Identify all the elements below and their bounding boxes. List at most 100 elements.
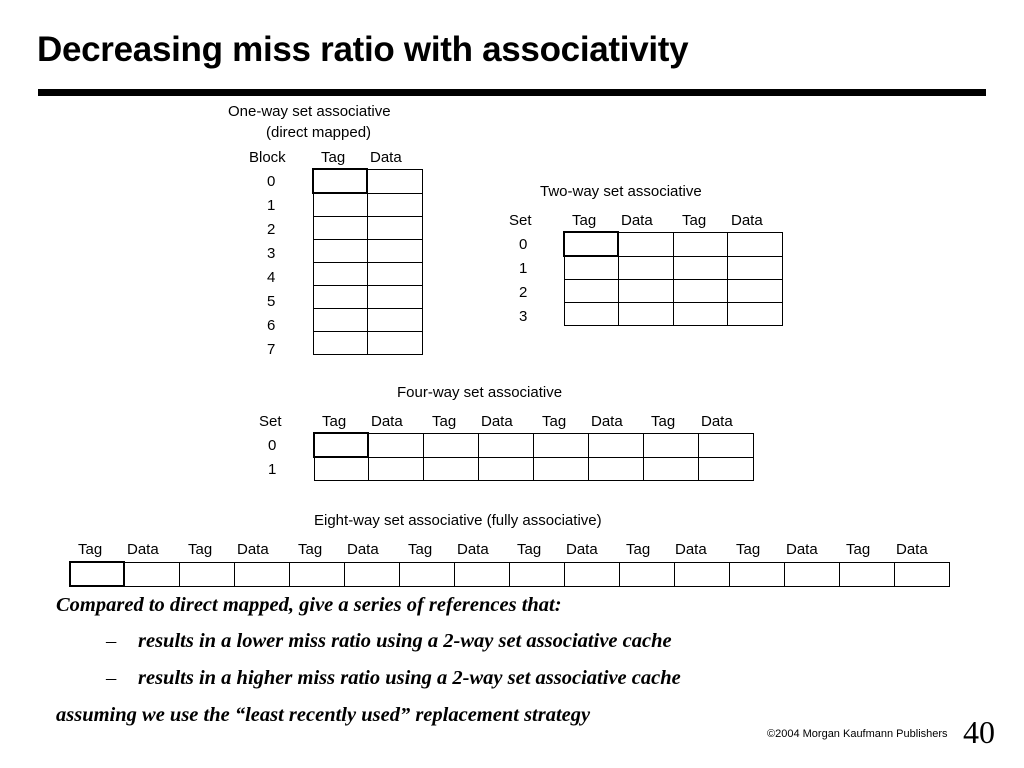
eight-way-header-data: Data [566,541,598,558]
data-cell [366,239,423,263]
tag-cell [533,456,589,481]
tag-cell [673,302,728,326]
eight-way-header-data: Data [237,541,269,558]
tag-cell [563,302,619,326]
eight-way-header-data: Data [127,541,159,558]
one-way-row-label: 7 [267,341,276,358]
data-cell [366,262,423,286]
four-way-header-data: Data [701,413,733,430]
tag-cell [563,255,619,280]
tag-cell [289,561,345,587]
data-cell [698,456,754,481]
one-way-row-label: 2 [267,221,276,238]
tag-cell [673,279,728,303]
tag-cell [619,561,675,587]
two-way-row-label: 1 [519,260,528,277]
tag-cell [313,432,369,458]
one-way-row-label: 1 [267,197,276,214]
tag-cell [312,168,368,194]
eight-way-header-data: Data [896,541,928,558]
page-number: 40 [963,714,995,750]
four-way-header-data: Data [371,413,403,430]
four-way-header-tag: Tag [542,413,567,430]
data-cell [366,285,423,309]
one-way-row-label: 3 [267,245,276,262]
four-way-header-tag: Tag [432,413,457,430]
tag-cell [673,231,728,257]
one-way-header-data: Data [370,149,402,166]
data-cell [617,302,674,326]
data-cell [784,561,840,587]
four-way-header-data: Data [481,413,513,430]
data-cell [123,561,180,587]
four-way-header-set: Set [259,413,282,430]
eight-way-header-tag: Tag [846,541,871,558]
data-cell [454,561,510,587]
tag-cell [729,561,785,587]
assumption-line: assuming we use the “least recently used… [56,704,591,726]
tag-cell [312,308,368,332]
eight-way-header-tag: Tag [626,541,651,558]
bullet-dash: – [106,630,117,652]
data-cell [366,192,423,217]
eight-way-header-tag: Tag [78,541,103,558]
four-way-header-tag: Tag [651,413,676,430]
tag-cell [179,561,235,587]
one-way-subtitle: (direct mapped) [266,124,372,141]
tag-cell [533,432,589,458]
one-way-header-tag: Tag [321,149,346,166]
data-cell [366,168,423,194]
one-way-header-block: Block [249,149,286,166]
tag-cell [313,456,369,481]
tag-cell [312,262,368,286]
data-cell [698,432,754,458]
tag-cell [312,216,368,240]
tag-cell [643,456,699,481]
data-cell [727,231,783,257]
tag-cell [643,432,699,458]
two-way-header-tag: Tag [682,212,707,229]
data-cell [727,279,783,303]
bullet-higher-miss-ratio: results in a higher miss ratio using a 2… [138,667,681,689]
tag-cell [69,561,125,587]
four-way-row-label: 0 [268,437,277,454]
tag-cell [312,285,368,309]
data-cell [588,432,644,458]
data-cell [727,302,783,326]
four-way-row-label: 1 [268,461,277,478]
two-way-header-data: Data [731,212,763,229]
four-way-title: Four-way set associative [397,384,563,401]
data-cell [366,216,423,240]
data-cell [367,456,424,481]
tag-cell [509,561,565,587]
intro-line: Compared to direct mapped, give a series… [56,594,562,616]
two-way-header-data: Data [621,212,653,229]
title-underline [38,89,986,96]
data-cell [344,561,400,587]
eight-way-header-data: Data [457,541,489,558]
tag-cell [312,192,368,217]
four-way-header-tag: Tag [322,413,347,430]
bullet-dash: – [106,667,117,689]
data-cell [234,561,290,587]
tag-cell [563,279,619,303]
slide-title: Decreasing miss ratio with associativity [37,30,689,69]
eight-way-header-data: Data [786,541,818,558]
tag-cell [312,239,368,263]
bullet-lower-miss-ratio: results in a lower miss ratio using a 2-… [138,630,672,652]
data-cell [478,456,534,481]
tag-cell [839,561,895,587]
data-cell [564,561,620,587]
two-way-header-set: Set [509,212,532,229]
data-cell [588,456,644,481]
data-cell [367,432,424,458]
eight-way-header-tag: Tag [408,541,433,558]
one-way-title: One-way set associative [228,103,391,120]
tag-cell [563,231,619,257]
tag-cell [312,331,368,355]
two-way-title: Two-way set associative [540,183,702,200]
eight-way-header-data: Data [347,541,379,558]
data-cell [478,432,534,458]
one-way-row-label: 5 [267,293,276,310]
one-way-row-label: 0 [267,173,276,190]
